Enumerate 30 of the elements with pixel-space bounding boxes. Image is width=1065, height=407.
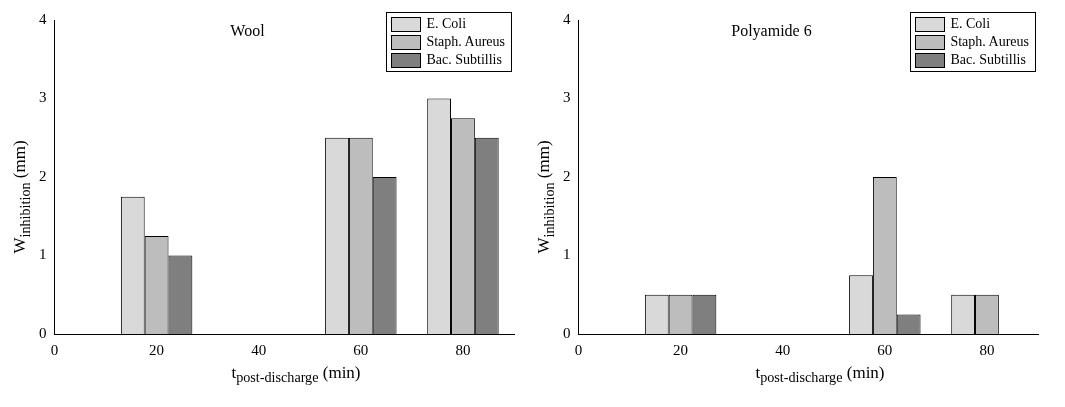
legend-label: Staph. Aureus [950,33,1029,51]
x-axis-title: t$_{post-discharge}$ (min) [231,363,361,387]
legend-label: Bac. Subtillis [426,51,502,69]
y-tick-label: 2 [563,167,571,184]
x-tick-label: 80 [979,341,995,358]
y-tick-label: 3 [563,89,571,106]
x-tick-label: 20 [149,341,165,358]
x-tick-label: 40 [775,341,791,358]
legend-label: E. Coli [950,15,991,33]
y-tick-label: 0 [39,324,47,341]
y-tick-label: 4 [39,10,47,27]
x-tick-label: 20 [673,341,689,358]
x-tick-label: 40 [251,341,267,358]
x-tick-label: 0 [574,341,583,358]
chart-title: Polyamide 6 [731,22,812,41]
x-tick-label: 60 [353,341,369,358]
x-tick-label: 60 [877,341,893,358]
y-tick-label: 2 [39,167,47,184]
y-tick-label: 1 [39,246,47,263]
y-tick-label: 4 [563,10,571,27]
legend-label: Bac. Subtillis [950,51,1026,69]
x-tick-label: 80 [455,341,471,358]
legend-label: E. Coli [426,15,467,33]
x-tick-label: 0 [50,341,59,358]
y-tick-label: 3 [39,89,47,106]
legend-label: Staph. Aureus [426,33,505,51]
y-tick-label: 0 [563,324,571,341]
y-tick-label: 1 [563,246,571,263]
x-axis-title: t$_{post-discharge}$ (min) [755,363,885,387]
chart-title: Wool [230,22,266,40]
